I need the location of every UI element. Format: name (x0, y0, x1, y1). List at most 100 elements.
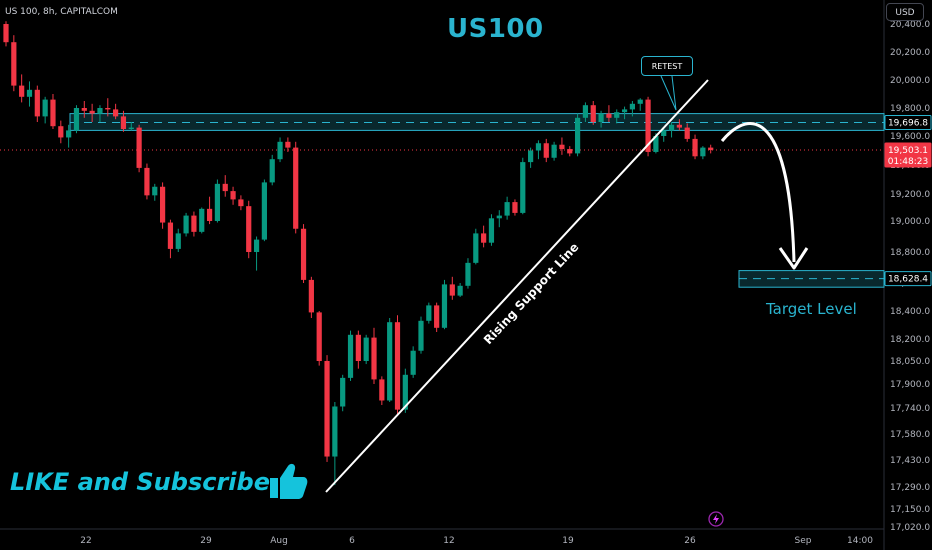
candle-body (512, 202, 518, 213)
candle (559, 137, 565, 155)
time-tick-label: 14:00 (847, 536, 873, 546)
candle-body (105, 108, 111, 110)
candle-body (261, 182, 267, 240)
candle-body (81, 108, 87, 111)
candle (582, 102, 589, 122)
candle (191, 211, 197, 237)
candle-body (160, 186, 166, 223)
candle (206, 196, 213, 225)
candle (113, 103, 119, 120)
candle (347, 330, 354, 381)
candle (246, 200, 252, 259)
candle (97, 105, 103, 122)
candle (11, 35, 17, 92)
candle-body (402, 374, 408, 410)
time-tick-label: 26 (684, 536, 696, 546)
time-tick-label: 6 (349, 536, 355, 546)
time-tick-label: 22 (80, 536, 91, 546)
candle-body (653, 136, 659, 152)
candle-body (559, 144, 565, 150)
candle (621, 106, 628, 120)
candle-body (11, 42, 17, 86)
candle-body (355, 334, 361, 361)
thumbs-up-icon (270, 463, 308, 499)
price-tick-label: 20,000.0 (890, 76, 930, 86)
candle (708, 144, 714, 154)
candle (324, 355, 330, 462)
time-tick-label: Aug (270, 536, 288, 546)
candle-body (167, 222, 174, 249)
candle (512, 199, 518, 216)
candle (661, 129, 667, 142)
candle-body (206, 208, 213, 221)
candle (379, 376, 385, 405)
rising-support-line (325, 79, 709, 493)
candle (692, 134, 698, 160)
candle (668, 122, 675, 138)
candle-body (347, 334, 354, 378)
candle (136, 124, 142, 173)
candle-body (574, 117, 581, 154)
last-price-badge-text: 19,503.1 (888, 146, 928, 156)
candle (222, 175, 228, 197)
candle (238, 195, 244, 211)
candle (332, 402, 338, 486)
candle (340, 374, 346, 412)
candle (426, 302, 432, 324)
candle-body (496, 215, 502, 219)
candle (614, 109, 620, 124)
candle-body (684, 127, 690, 139)
candle-body (316, 312, 322, 361)
price-tick-label: 20,400.0 (890, 20, 930, 30)
candle-body (473, 233, 479, 263)
candle-body (434, 305, 440, 328)
candle-body (465, 262, 471, 286)
candle (543, 138, 549, 163)
candle-body (113, 109, 119, 117)
candle (277, 137, 283, 163)
candle-body (598, 113, 604, 122)
symbol-info[interactable]: US 100, 8h, CAPITALCOM (5, 7, 118, 17)
candle-body (340, 377, 346, 407)
candle (42, 96, 48, 124)
lightning-icon (708, 511, 724, 527)
candle-body (66, 130, 72, 138)
price-tick-label: 19,800.0 (890, 104, 930, 114)
candle (590, 101, 596, 125)
support-line-label: Rising Support Line (481, 240, 582, 347)
candle-body (128, 127, 134, 129)
candle (637, 98, 643, 111)
candle-body (457, 285, 463, 296)
candle-body (152, 186, 158, 196)
candle (120, 110, 127, 132)
candle (167, 219, 174, 259)
price-tick-label: 18,200.0 (890, 335, 930, 345)
candle (105, 98, 111, 117)
candle-body (332, 406, 338, 457)
candle (261, 179, 267, 242)
candle (441, 279, 448, 330)
candle-body (73, 108, 80, 131)
candle (535, 140, 542, 160)
price-tick-label: 17,580.0 (890, 430, 930, 440)
candle (363, 334, 369, 365)
time-tick-label: 12 (443, 536, 454, 546)
candle-body (144, 167, 150, 196)
candle (316, 311, 322, 366)
price-tick-label: 17,430.0 (890, 456, 930, 466)
candle-body (136, 127, 142, 168)
candle (269, 154, 275, 186)
arrow-head (778, 247, 809, 270)
target-price-badge-box (884, 271, 932, 287)
candle (128, 122, 134, 131)
candle (199, 207, 205, 234)
currency-button[interactable]: USD (886, 3, 924, 21)
candle (410, 346, 416, 378)
candle-body (285, 141, 291, 148)
candle (285, 137, 291, 152)
candle (371, 327, 377, 384)
candle (3, 21, 9, 47)
candle (34, 85, 40, 122)
